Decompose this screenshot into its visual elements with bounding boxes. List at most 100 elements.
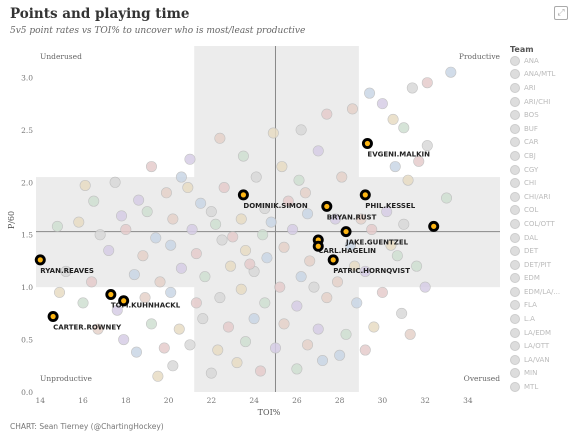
team-logo-point xyxy=(240,336,252,348)
legend-item[interactable]: DET/PIT xyxy=(510,258,574,272)
legend-item[interactable]: CBJ xyxy=(510,149,574,163)
y-tick-label: 1.0 xyxy=(21,283,33,292)
expand-icon[interactable]: ⤢ xyxy=(554,6,568,20)
y-tick-label: 1.5 xyxy=(21,231,33,240)
quadrant-label-overused: Overused xyxy=(464,374,501,383)
team-logo-point xyxy=(150,232,162,244)
team-logo-point xyxy=(349,260,361,272)
team-logo-icon xyxy=(510,327,520,338)
x-tick-label: 30 xyxy=(378,396,388,405)
team-logo-point xyxy=(145,318,157,330)
player-point-accent xyxy=(50,313,56,320)
team-logo-point xyxy=(255,365,267,377)
team-logo-point xyxy=(282,195,294,207)
team-logo-point xyxy=(308,281,320,293)
legend-item[interactable]: DET xyxy=(510,244,574,258)
legend-item[interactable]: ARI xyxy=(510,81,574,95)
team-logo-point xyxy=(199,271,211,283)
team-logo-point xyxy=(116,210,128,222)
legend-item[interactable]: ANA xyxy=(510,54,574,68)
legend-item[interactable]: COL xyxy=(510,204,574,218)
team-logo-point xyxy=(160,187,172,199)
player-label: PHIL.KESSEL xyxy=(365,202,415,210)
legend-item[interactable]: COL/OTT xyxy=(510,217,574,231)
team-logo-point xyxy=(346,103,358,115)
legend-item-label: ANA/MTL xyxy=(524,70,556,79)
team-logo-icon xyxy=(510,273,520,284)
team-logo-point xyxy=(152,370,164,382)
legend-item-label: LA/EDM xyxy=(524,328,552,337)
team-logo-point xyxy=(190,297,202,309)
team-logo-point xyxy=(186,223,198,235)
team-logo-point xyxy=(398,122,410,134)
team-logo-icon xyxy=(510,123,520,134)
team-logo-point xyxy=(218,182,230,194)
background-points xyxy=(51,66,457,382)
legend-title: Team xyxy=(510,45,534,54)
team-logo-point xyxy=(302,339,314,351)
team-logo-point xyxy=(190,248,202,260)
legend-item[interactable]: EDM xyxy=(510,272,574,286)
team-logo-point xyxy=(376,286,388,298)
y-axis-label: P/60 xyxy=(7,211,16,229)
legend-item-label: DET xyxy=(524,247,539,256)
y-tick-label: 0.0 xyxy=(21,388,33,397)
team-logo-point xyxy=(79,179,91,191)
quadrant-label-unproductive: Unproductive xyxy=(40,374,93,383)
team-logo-point xyxy=(445,66,457,78)
legend-item[interactable]: BOS xyxy=(510,108,574,122)
x-tick-label: 14 xyxy=(36,396,46,405)
team-logo-icon xyxy=(510,300,520,311)
team-logo-icon xyxy=(510,69,520,80)
legend-item[interactable]: MIN xyxy=(510,367,574,381)
legend-item[interactable]: EDM/LA/... xyxy=(510,285,574,299)
team-logo-icon xyxy=(510,150,520,161)
legend-item[interactable]: ARI/CHI xyxy=(510,95,574,109)
team-logo-point xyxy=(173,323,185,335)
legend-item[interactable]: CAR xyxy=(510,136,574,150)
team-logo-point xyxy=(387,113,399,125)
team-logo-point xyxy=(304,255,316,267)
team-logo-point xyxy=(391,250,403,262)
legend-item-label: EDM/LA/... xyxy=(524,287,561,296)
legend-item[interactable]: LA/OTT xyxy=(510,339,574,353)
team-logo-point xyxy=(317,355,329,367)
team-logo-point xyxy=(54,286,66,298)
legend-item[interactable]: LA/VAN xyxy=(510,353,574,367)
legend-item[interactable]: CGY xyxy=(510,163,574,177)
player-point-accent xyxy=(315,243,321,249)
legend-item-label: FLA xyxy=(524,301,537,310)
team-logo-point xyxy=(336,171,348,183)
team-logo-icon xyxy=(510,178,520,189)
legend-item[interactable]: ANA/MTL xyxy=(510,68,574,82)
legend-item[interactable]: BUF xyxy=(510,122,574,136)
legend-item[interactable]: L.A xyxy=(510,312,574,326)
team-logo-icon xyxy=(510,286,520,297)
team-logo-point xyxy=(364,87,376,99)
team-logo-icon xyxy=(510,314,520,325)
team-logo-point xyxy=(340,328,352,340)
legend-item[interactable]: DAL xyxy=(510,231,574,245)
team-logo-icon xyxy=(510,137,520,148)
team-logo-point xyxy=(299,187,311,199)
legend-item[interactable]: CHI xyxy=(510,176,574,190)
legend-item-label: LA/OTT xyxy=(524,342,550,351)
team-logo-point xyxy=(77,297,89,309)
team-logo-point xyxy=(250,171,262,183)
legend: ANA ANA/MTL ARI ARI/CHI BOS BUF CAR CBJ CGY CHI CH… xyxy=(510,54,574,394)
team-logo-point xyxy=(51,220,63,232)
team-logo-point xyxy=(441,192,453,204)
team-logo-icon xyxy=(510,354,520,365)
chart-credit: CHART: Sean Tierney (@ChartingHockey) xyxy=(10,422,164,431)
player-point-accent xyxy=(343,228,349,235)
team-logo-point xyxy=(120,223,132,235)
legend-item[interactable]: LA/EDM xyxy=(510,326,574,340)
player-point-accent xyxy=(240,192,247,198)
legend-item[interactable]: MTL xyxy=(510,380,574,394)
team-logo-point xyxy=(331,276,343,288)
legend-item[interactable]: CHI/ARI xyxy=(510,190,574,204)
team-logo-point xyxy=(165,286,177,298)
legend-item[interactable]: FLA xyxy=(510,299,574,313)
highlighted-players: EVGENI.MALKIN PHIL.KESSEL DOMINIK.SIMON BRY… xyxy=(34,138,440,332)
team-logo-point xyxy=(355,213,367,225)
